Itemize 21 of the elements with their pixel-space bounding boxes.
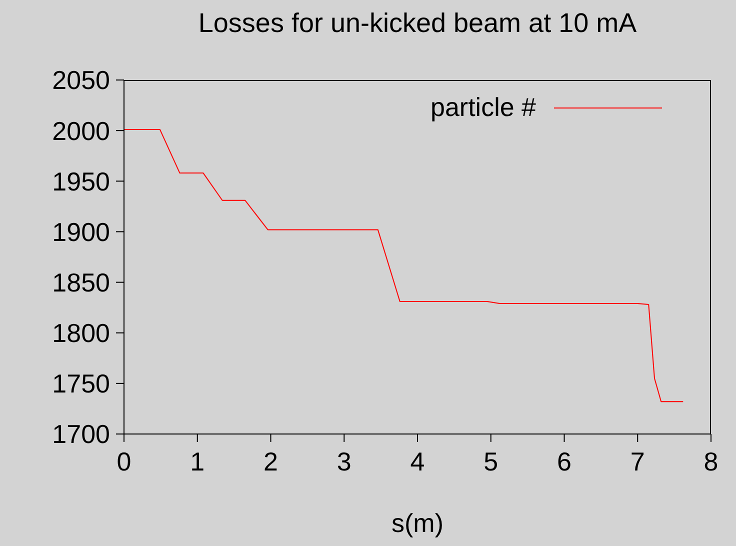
y-tick-label: 1850 xyxy=(52,268,110,298)
y-tick-label: 1900 xyxy=(52,216,110,247)
y-tick-label: 2050 xyxy=(52,65,110,96)
line-series xyxy=(124,129,684,402)
y-tick-label: 1800 xyxy=(52,318,110,348)
x-tick-label: 3 xyxy=(336,446,352,476)
x-tick-label: 4 xyxy=(410,446,425,476)
x-tick-label: 7 xyxy=(630,446,645,476)
x-tick-label: 2 xyxy=(264,446,278,476)
x-axis-title: s(m) xyxy=(392,508,444,538)
legend-label: particle # xyxy=(430,92,536,123)
y-tick-label: 2000 xyxy=(52,116,110,146)
x-tick-label: 0 xyxy=(116,446,132,476)
y-tick-label: 1700 xyxy=(52,419,110,450)
chart-title: Losses for un-kicked beam at 10 mA xyxy=(197,8,638,39)
x-tick-label: 1 xyxy=(190,446,205,476)
y-tick-label: 1950 xyxy=(52,166,110,196)
x-tick-label: 5 xyxy=(484,446,498,476)
x-tick-label: 8 xyxy=(704,446,718,476)
x-tick-label: 6 xyxy=(557,446,572,476)
y-tick-label: 1750 xyxy=(52,368,110,399)
